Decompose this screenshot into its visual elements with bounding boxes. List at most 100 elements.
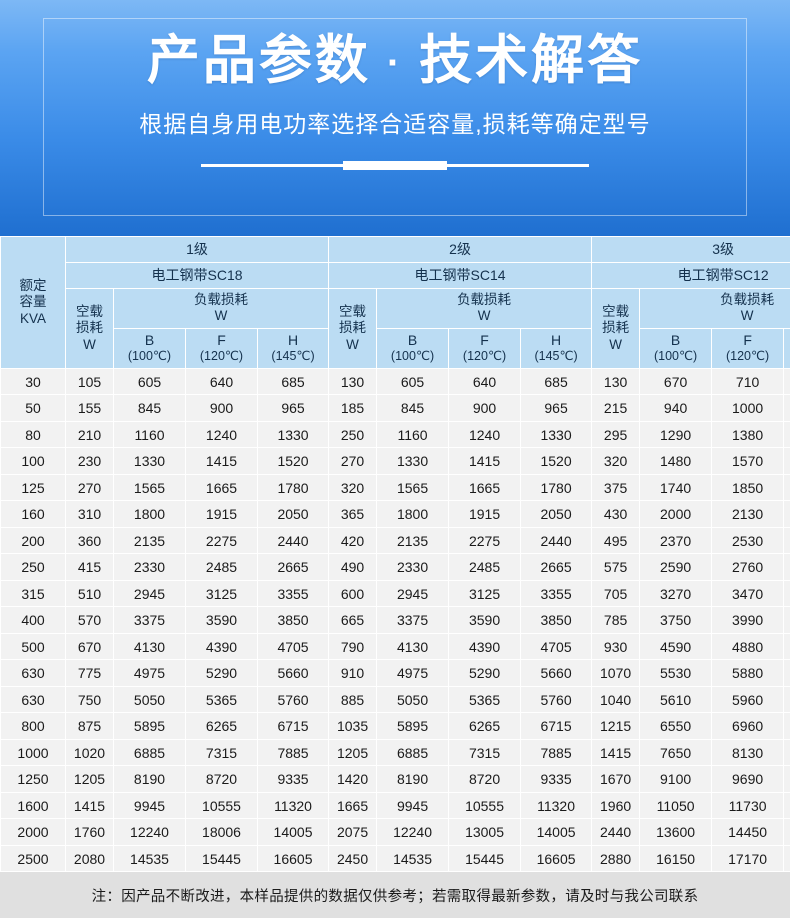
cell-noload-loss-g2: 885 <box>329 686 377 713</box>
cell-rated-capacity: 630 <box>1 686 66 713</box>
cell-load-loss-f-g3: 1000 <box>712 395 784 422</box>
cell-load-loss-h-g2: 3355 <box>521 580 592 607</box>
cell-load-loss-h-g1: 1330 <box>258 421 329 448</box>
cell-load-loss-h-g1: 1780 <box>258 474 329 501</box>
cell-noload-loss-g1: 775 <box>66 660 114 687</box>
cell-load-loss-f-g2: 7315 <box>449 739 521 766</box>
cell-load-loss-h-g1: 11320 <box>258 792 329 819</box>
header-loadloss-2: 负载损耗 W <box>377 289 592 329</box>
temp-label: (145℃) <box>785 349 790 364</box>
cell-noload-loss-g3: 495 <box>592 527 640 554</box>
cell-load-loss-h-g2: 5760 <box>521 686 592 713</box>
cell-noload-loss-g2: 365 <box>329 501 377 528</box>
header-noload-2: 空载 损耗 W <box>329 289 377 369</box>
cell-load-loss-f-g3: 1570 <box>712 448 784 475</box>
cell-load-loss-b-g1: 2330 <box>114 554 186 581</box>
spec-table-container: ❖ ❖ ❖ 额定 容量 KVA 1级 2级 3级 电工钢带SC18 电工钢带SC <box>0 236 790 918</box>
cell-load-loss-f-g3: 4880 <box>712 633 784 660</box>
loadloss-3-line1: 负载损耗 <box>720 292 774 307</box>
cell-noload-loss-g2: 1035 <box>329 713 377 740</box>
cell-load-loss-b-g3: 670 <box>640 368 712 395</box>
header-noload-3: 空载 损耗 W <box>592 289 640 369</box>
rated-capacity-line3: KVA <box>20 311 46 326</box>
temp-label: (120℃) <box>450 349 519 364</box>
noload-3-line1: 空载 <box>602 304 629 319</box>
cell-load-loss-h-g1: 9335 <box>258 766 329 793</box>
cell-load-loss-f-g3: 5880 <box>712 660 784 687</box>
cell-rated-capacity: 100 <box>1 448 66 475</box>
cell-load-loss-h-g2: 1330 <box>521 421 592 448</box>
cell-noload-loss-g3: 1960 <box>592 792 640 819</box>
cell-load-loss-f-g1: 10555 <box>186 792 258 819</box>
cell-load-loss-f-g1: 3125 <box>186 580 258 607</box>
table-body: 3010560564068513060564068513067071076050… <box>1 368 790 872</box>
cell-load-loss-b-g3: 13600 <box>640 819 712 846</box>
table-header: 额定 容量 KVA 1级 2级 3级 电工钢带SC18 电工钢带SC14 电工钢… <box>1 237 790 369</box>
cell-load-loss-f-g3: 710 <box>712 368 784 395</box>
cell-load-loss-b-g2: 5050 <box>377 686 449 713</box>
page-title-left: 产品参数 <box>147 31 371 90</box>
header-class-b-g1: B(100℃) <box>114 328 186 368</box>
cell-load-loss-h-g3: 1480 <box>784 421 790 448</box>
cell-load-loss-b-g3: 1740 <box>640 474 712 501</box>
cell-rated-capacity: 2000 <box>1 819 66 846</box>
cell-load-loss-h-g2: 11320 <box>521 792 592 819</box>
page-subtitle: 根据自身用电功率选择合适容量,损耗等确定型号 <box>139 105 650 139</box>
cell-noload-loss-g1: 415 <box>66 554 114 581</box>
page-title: 产品参数·技术解答 <box>147 32 643 89</box>
cell-noload-loss-g3: 1040 <box>592 686 640 713</box>
cell-noload-loss-g2: 420 <box>329 527 377 554</box>
cell-load-loss-f-g1: 6265 <box>186 713 258 740</box>
cell-noload-loss-g2: 790 <box>329 633 377 660</box>
loadloss-1-line1: 负载损耗 <box>194 292 248 307</box>
header-class-b-g2: B(100℃) <box>377 328 449 368</box>
cell-load-loss-h-g3: 15560 <box>784 819 790 846</box>
header-loadloss-3: 负载损耗 W <box>640 289 790 329</box>
cell-noload-loss-g1: 1760 <box>66 819 114 846</box>
cell-load-loss-f-g2: 5365 <box>449 686 521 713</box>
class-label: F <box>713 332 782 349</box>
class-label: B <box>378 332 447 349</box>
cell-load-loss-h-g3: 1070 <box>784 395 790 422</box>
cell-load-loss-h-g1: 2665 <box>258 554 329 581</box>
page-title-right: 技术解答 <box>419 31 643 90</box>
cell-load-loss-b-g2: 4130 <box>377 633 449 660</box>
cell-noload-loss-g2: 665 <box>329 607 377 634</box>
cell-noload-loss-g2: 910 <box>329 660 377 687</box>
cell-noload-loss-g2: 1665 <box>329 792 377 819</box>
cell-load-loss-b-g1: 12240 <box>114 819 186 846</box>
cell-load-loss-b-g2: 2945 <box>377 580 449 607</box>
cell-load-loss-h-g2: 14005 <box>521 819 592 846</box>
cell-load-loss-h-g2: 9335 <box>521 766 592 793</box>
cell-load-loss-b-g2: 605 <box>377 368 449 395</box>
cell-load-loss-b-g2: 12240 <box>377 819 449 846</box>
cell-noload-loss-g3: 1215 <box>592 713 640 740</box>
header-class-f-g1: F(120℃) <box>186 328 258 368</box>
cell-noload-loss-g3: 430 <box>592 501 640 528</box>
header-class-h-g2: H(145℃) <box>521 328 592 368</box>
cell-noload-loss-g2: 1420 <box>329 766 377 793</box>
cell-load-loss-h-g3: 1980 <box>784 474 790 501</box>
cell-load-loss-f-g2: 8720 <box>449 766 521 793</box>
cell-load-loss-h-g2: 16605 <box>521 845 592 872</box>
cell-load-loss-h-g2: 2440 <box>521 527 592 554</box>
rated-capacity-line2: 容量 <box>20 294 47 309</box>
cell-noload-loss-g1: 1205 <box>66 766 114 793</box>
header-steel-2: 电工钢带SC14 <box>329 263 592 289</box>
cell-load-loss-h-g2: 7885 <box>521 739 592 766</box>
cell-load-loss-b-g1: 2945 <box>114 580 186 607</box>
cell-load-loss-b-g3: 940 <box>640 395 712 422</box>
temp-label: (120℃) <box>713 349 782 364</box>
temp-label: (100℃) <box>641 349 710 364</box>
cell-load-loss-b-g1: 4975 <box>114 660 186 687</box>
cell-load-loss-h-g2: 1780 <box>521 474 592 501</box>
cell-load-loss-h-g3: 2280 <box>784 501 790 528</box>
cell-load-loss-f-g2: 2275 <box>449 527 521 554</box>
cell-load-loss-f-g3: 17170 <box>712 845 784 872</box>
cell-load-loss-b-g1: 1565 <box>114 474 186 501</box>
cell-noload-loss-g2: 320 <box>329 474 377 501</box>
cell-noload-loss-g3: 2880 <box>592 845 640 872</box>
temp-label: (145℃) <box>259 349 327 364</box>
